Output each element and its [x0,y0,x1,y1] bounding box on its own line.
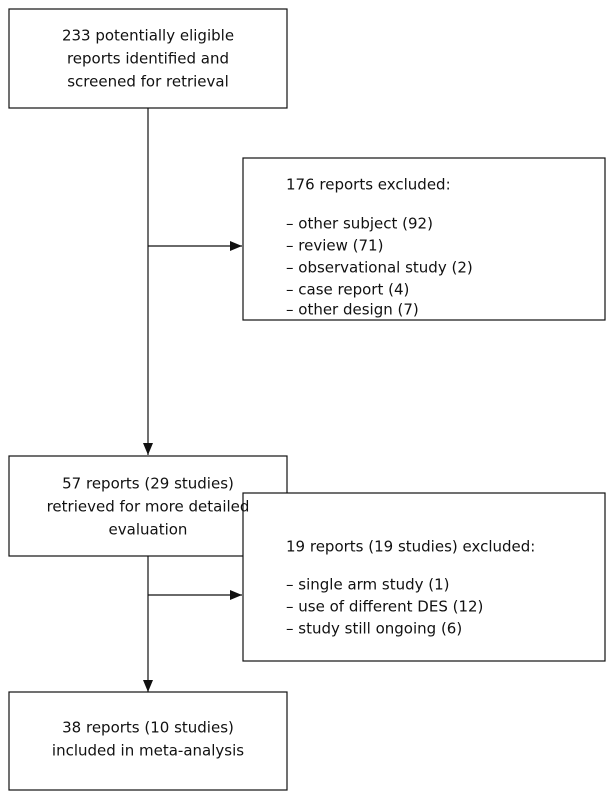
node-text: retrieved for more detailed [47,498,250,516]
node-text: – other subject (92) [286,215,433,233]
node-text: – study still ongoing (6) [286,620,462,638]
node-box [8,8,288,109]
node-text: – single arm study (1) [286,576,450,594]
node-box [8,455,288,557]
node-text: – observational study (2) [286,259,473,277]
node-text: 176 reports excluded: [286,176,451,194]
node-text: evaluation [109,521,188,539]
node-text: included in meta-analysis [52,742,244,760]
node-text: 57 reports (29 studies) [62,475,234,493]
node-text: 233 potentially eligible [62,27,234,45]
node-text: – use of different DES (12) [286,598,483,616]
node-text: 38 reports (10 studies) [62,719,234,737]
node-box [242,492,606,662]
node-text: reports identified and [67,50,229,68]
node-box [242,157,606,321]
node-box [8,691,288,791]
node-text: screened for retrieval [67,73,229,91]
node-text: – case report (4) [286,281,409,299]
node-text: – review (71) [286,237,383,255]
node-text: 19 reports (19 studies) excluded: [286,538,535,556]
node-text: – other design (7) [286,301,419,319]
